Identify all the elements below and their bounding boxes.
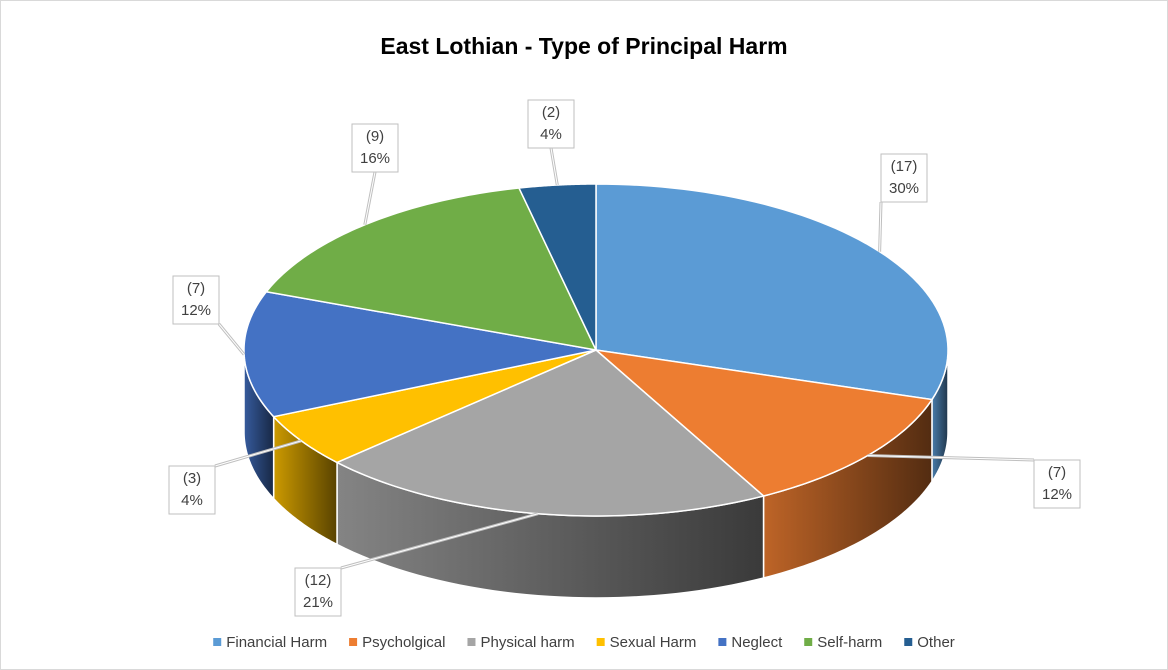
legend-label: Psycholgical <box>362 634 445 651</box>
value-label: (2) <box>542 104 560 121</box>
value-label: (17) <box>891 158 918 175</box>
legend-swatch <box>904 638 913 646</box>
chart-title: East Lothian - Type of Principal Harm <box>380 33 787 59</box>
leader-line <box>340 513 539 569</box>
percent-label: 12% <box>181 302 211 319</box>
legend-swatch <box>213 638 222 646</box>
value-label: (3) <box>183 470 201 487</box>
legend-label: Self-harm <box>817 634 882 651</box>
legend-swatch <box>596 638 605 646</box>
value-label: (12) <box>305 572 332 589</box>
value-label: (7) <box>187 280 205 297</box>
percent-label: 4% <box>181 492 203 509</box>
legend-label: Physical harm <box>480 634 574 651</box>
percent-label: 21% <box>303 594 333 611</box>
percent-label: 16% <box>360 150 390 167</box>
legend-swatch <box>718 638 727 646</box>
percent-label: 12% <box>1042 486 1072 503</box>
legend-label: Financial Harm <box>226 634 327 651</box>
leader-line <box>550 147 558 186</box>
value-label: (7) <box>1048 464 1066 481</box>
value-label: (9) <box>366 128 384 145</box>
leader-line <box>364 171 376 225</box>
legend-label: Other <box>917 634 955 651</box>
percent-label: 30% <box>889 180 919 197</box>
slice <box>517 183 597 351</box>
slice <box>595 183 949 401</box>
slice <box>243 290 597 418</box>
leader-line <box>867 455 1035 461</box>
legend-swatch <box>467 638 476 646</box>
label-box <box>351 123 399 173</box>
slice <box>335 349 766 517</box>
label-box <box>1033 459 1081 509</box>
label-box <box>880 153 928 203</box>
legend-swatch <box>804 638 813 646</box>
label-box <box>294 567 342 617</box>
leader-line <box>214 440 302 467</box>
legend-label: Neglect <box>731 634 783 651</box>
label-box <box>172 275 220 325</box>
label-box <box>527 99 575 149</box>
percent-label: 4% <box>540 126 562 143</box>
legend-swatch <box>349 638 358 646</box>
legend-label: Sexual Harm <box>610 634 697 651</box>
leader-line <box>879 201 882 252</box>
leader-line <box>218 323 245 355</box>
label-box <box>168 465 216 515</box>
